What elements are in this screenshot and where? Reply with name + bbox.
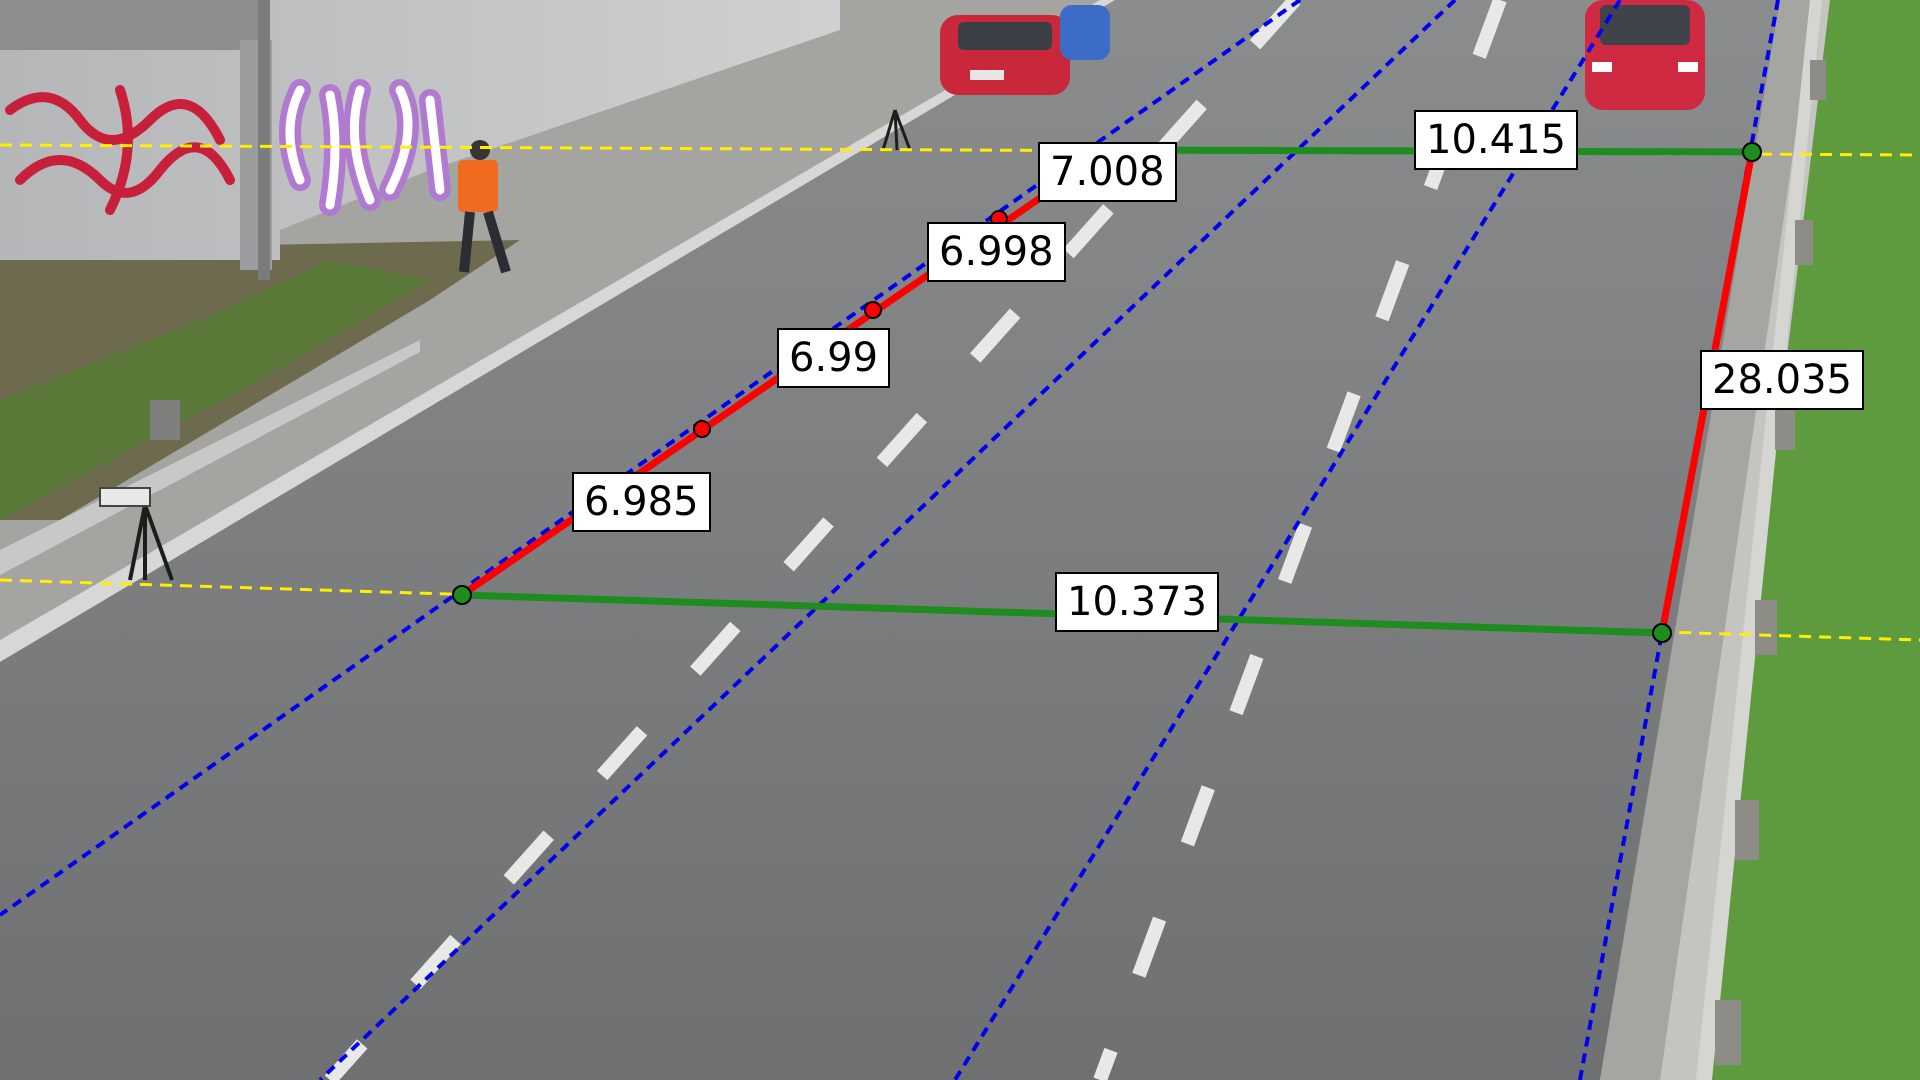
drain-pipe (258, 0, 270, 280)
worker-in-safety-vest (458, 140, 511, 274)
moving-red-car (1585, 0, 1705, 110)
label-left-segment-4: 7.008 (1038, 142, 1177, 202)
point-top-right (1742, 142, 1762, 162)
road-surface (0, 0, 1780, 1080)
label-right-length: 28.035 (1700, 350, 1864, 410)
left-guardrail-post (150, 400, 180, 440)
label-left-segment-2: 6.99 (777, 328, 891, 388)
bridge-deck (0, 0, 260, 50)
graffiti-left (5, 85, 235, 215)
label-bottom-width: 10.373 (1055, 572, 1219, 632)
right-guardrail-posts (1715, 60, 1826, 1065)
left-grass-patch (0, 260, 430, 520)
point-bottom-right (1652, 623, 1672, 643)
point-bottom-left (452, 585, 472, 605)
tripod-far (881, 109, 912, 151)
underpass-wall (0, 0, 840, 260)
label-left-segment-1: 6.985 (572, 472, 711, 532)
label-top-width: 10.415 (1414, 110, 1578, 170)
right-guardrail (1696, 0, 1822, 1080)
parked-red-car (940, 15, 1070, 95)
right-shoulder (1600, 0, 1815, 1080)
graffiti-right (279, 79, 451, 216)
point-left-1 (693, 420, 711, 438)
point-left-2 (864, 301, 882, 319)
parked-blue-car (1060, 5, 1110, 60)
label-left-segment-3: 6.998 (927, 222, 1066, 282)
left-guardrail (0, 340, 420, 575)
measurement-points (452, 142, 1762, 643)
lane-markings (324, 0, 1507, 1080)
tripod-near (99, 487, 174, 581)
